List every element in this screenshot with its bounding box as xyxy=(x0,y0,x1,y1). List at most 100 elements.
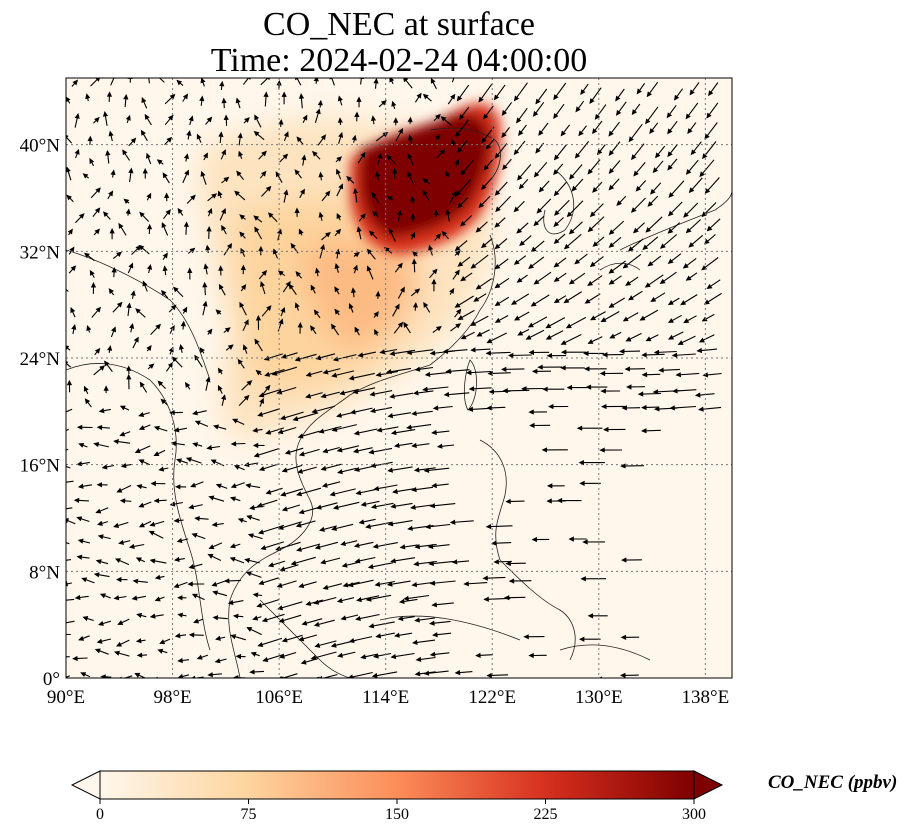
wind-vector-head xyxy=(118,539,125,545)
wind-vector-head xyxy=(341,562,348,568)
wind-vector-head xyxy=(507,352,514,359)
wind-vector-head xyxy=(84,252,90,259)
lat-tick-label: 40°N xyxy=(20,136,61,157)
wind-vector-head xyxy=(485,524,492,530)
wind-vector-head xyxy=(72,79,79,86)
lon-tick-label: 138°E xyxy=(682,687,730,708)
wind-vector-head xyxy=(324,190,331,197)
wind-vector-head xyxy=(619,348,625,354)
wind-vector-head xyxy=(431,278,437,285)
wind-vector-head xyxy=(429,620,435,626)
wind-vector-head xyxy=(200,78,206,84)
wind-vector-head xyxy=(685,113,691,120)
wind-vector-head xyxy=(641,404,647,411)
wind-vector-head xyxy=(351,134,357,141)
wind-vector-head xyxy=(146,344,152,351)
wind-vector-head xyxy=(85,93,91,100)
wind-vector-head xyxy=(371,672,378,678)
wind-vector-head xyxy=(493,94,500,101)
wind-vector-head xyxy=(529,422,535,429)
wind-vector-head xyxy=(424,371,431,378)
wind-vector-head xyxy=(298,93,305,99)
wind-vector-head xyxy=(211,193,218,199)
wind-vector-head xyxy=(99,365,106,371)
wind-vector-head xyxy=(187,581,193,587)
wind-vector-head xyxy=(70,265,77,272)
wind-vector-head xyxy=(688,242,695,248)
wind-vector-head xyxy=(66,379,73,386)
wind-vector-head xyxy=(571,185,578,192)
wind-vector-head xyxy=(553,94,559,101)
wind-vector-head xyxy=(576,425,583,431)
wind-vector-head xyxy=(94,228,101,235)
wind-vector-head xyxy=(190,482,197,488)
wind-vector-head xyxy=(414,366,421,372)
wind-vector-head xyxy=(156,159,163,165)
wind-vector-head xyxy=(256,602,263,608)
wind-vector-head xyxy=(249,669,255,675)
wind-vector-head xyxy=(261,270,268,276)
wind-vector-head xyxy=(128,543,135,549)
wind-vector-head xyxy=(508,578,515,584)
wind-vector-head xyxy=(608,184,615,191)
wind-vector-head xyxy=(460,220,466,227)
wind-vector-head xyxy=(441,230,448,237)
wind-vector-head xyxy=(267,679,271,682)
wind-vector-head xyxy=(102,211,109,217)
wind-vector-head xyxy=(431,602,438,608)
wind-vector-head xyxy=(553,262,560,268)
wind-vector-head xyxy=(96,424,103,431)
wind-vector-head xyxy=(93,572,100,578)
wind-vector-head xyxy=(494,317,501,323)
wind-vector-head xyxy=(422,189,428,196)
wind-vector-head xyxy=(245,483,252,489)
wind-vector-head xyxy=(563,298,570,304)
wind-vector-head xyxy=(281,637,288,643)
wind-vector-head xyxy=(224,327,231,333)
wind-vector-head xyxy=(111,326,117,333)
wind-vector-head xyxy=(117,620,124,625)
wind-vector-head xyxy=(411,410,417,417)
wind-vector-head xyxy=(584,366,590,372)
wind-vector-head xyxy=(110,169,116,176)
wind-vector-head xyxy=(116,487,123,493)
wind-vector-head xyxy=(685,275,692,281)
wind-vector-head xyxy=(295,271,301,277)
wind-vector xyxy=(425,371,452,376)
wind-vector-head xyxy=(108,190,114,197)
wind-vector-head xyxy=(348,303,354,310)
wind-vector-head xyxy=(457,202,463,209)
wind-vector-head xyxy=(211,581,218,587)
wind-vector-head xyxy=(348,638,355,644)
wind-vector-head xyxy=(138,459,145,465)
wind-vector-head xyxy=(131,595,138,601)
wind-vector-head xyxy=(530,301,537,307)
wind-vector-head xyxy=(207,207,213,214)
wind-vector-head xyxy=(389,393,395,399)
wind-vector-head xyxy=(171,356,178,363)
wind-vector-head xyxy=(336,168,341,175)
wind-vector-head xyxy=(135,245,142,251)
wind-vector-head xyxy=(262,657,269,662)
wind-vector-head xyxy=(460,334,467,340)
wind-vector-head xyxy=(456,95,463,102)
wind-vector-head xyxy=(317,99,323,106)
wind-vector-head xyxy=(176,458,182,464)
wind-vector xyxy=(259,524,285,534)
wind-vector-head xyxy=(261,150,267,157)
wind-vector-head xyxy=(386,154,393,161)
wind-vector-head xyxy=(370,462,377,469)
wind-vector-head xyxy=(669,405,675,411)
wind-vector-head xyxy=(644,282,651,288)
wind-vector-head xyxy=(188,564,195,570)
wind-vector-head xyxy=(440,116,447,122)
wind-vector-head xyxy=(229,496,236,502)
wind-vector-head xyxy=(622,316,629,322)
wind-vector-head xyxy=(357,352,364,358)
wind-vector-head xyxy=(475,652,481,659)
wind-vector-head xyxy=(482,575,488,581)
wind-vector-head xyxy=(146,192,152,199)
wind-vector xyxy=(360,78,362,85)
wind-vector-head xyxy=(336,156,343,162)
wind-vector-head xyxy=(214,658,221,664)
